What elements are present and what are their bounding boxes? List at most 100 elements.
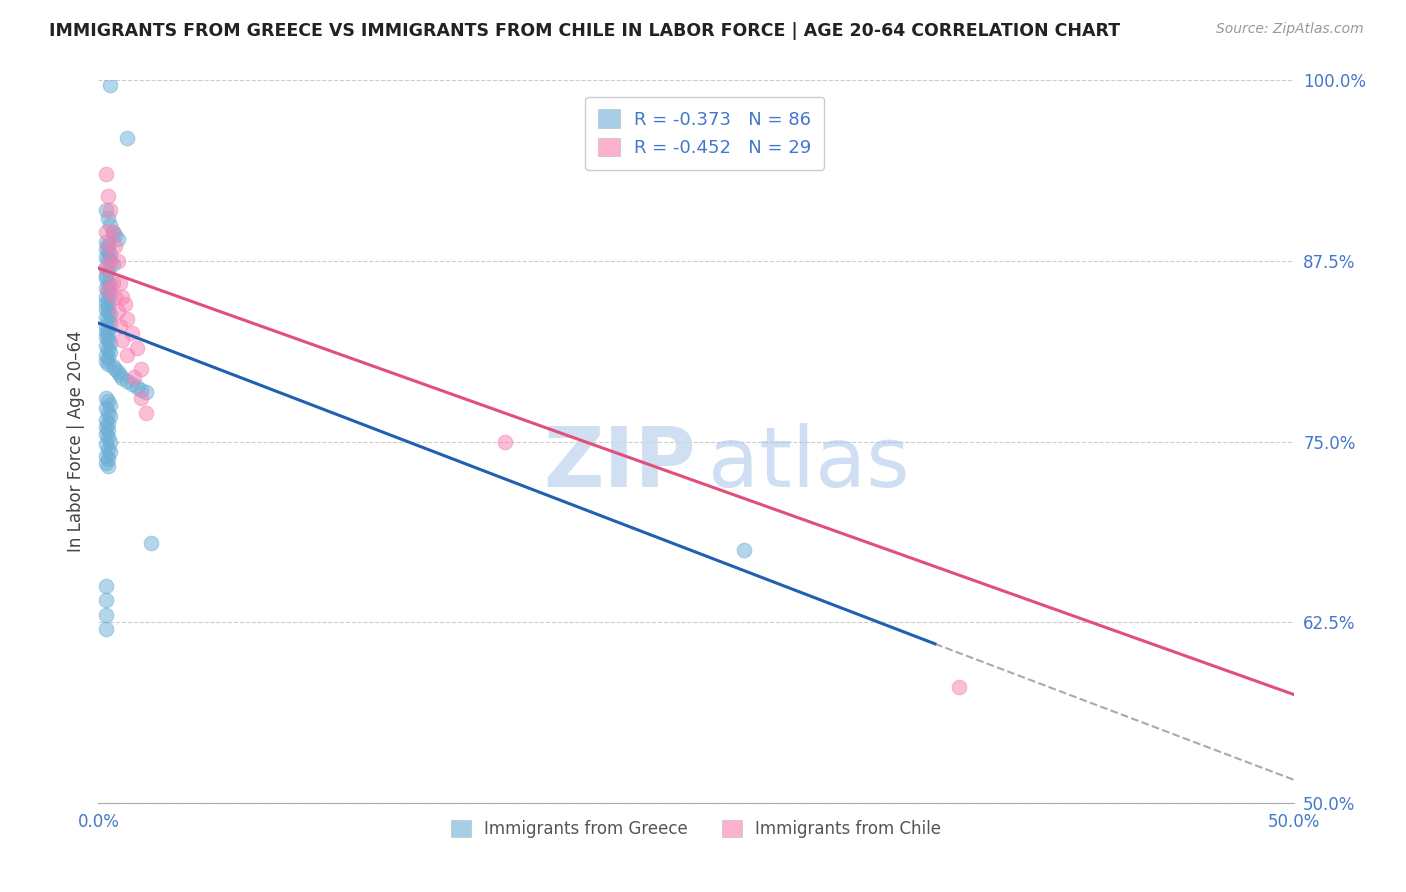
Point: [101, 359, 124, 374]
Point: [115, 374, 138, 388]
Point: [733, 542, 755, 557]
Point: [111, 334, 134, 348]
Point: [94, 623, 117, 637]
Point: [97, 451, 120, 466]
Point: [101, 276, 124, 290]
Point: [104, 239, 127, 253]
Point: [97, 459, 120, 474]
Point: [135, 385, 157, 400]
Point: [97, 285, 120, 299]
Point: [94, 290, 117, 304]
Point: [98, 307, 122, 321]
Point: [97, 327, 120, 342]
Point: [98, 316, 122, 330]
Point: [107, 365, 129, 379]
Point: [94, 420, 117, 434]
Point: [94, 281, 117, 295]
Point: [94, 268, 117, 283]
Point: [121, 376, 143, 391]
Point: [94, 353, 117, 368]
Point: [94, 348, 117, 362]
Point: [131, 383, 153, 397]
Point: [94, 330, 117, 344]
Point: [97, 264, 120, 278]
Point: [94, 203, 117, 218]
Point: [125, 341, 148, 355]
Point: [139, 535, 162, 549]
Point: [98, 434, 122, 449]
Point: [97, 239, 120, 253]
Text: IMMIGRANTS FROM GREECE VS IMMIGRANTS FROM CHILE IN LABOR FORCE | AGE 20-64 CORRE: IMMIGRANTS FROM GREECE VS IMMIGRANTS FRO…: [49, 22, 1121, 40]
Point: [97, 442, 120, 456]
Point: [94, 593, 117, 607]
Point: [494, 434, 516, 449]
Point: [115, 131, 138, 145]
Point: [94, 261, 117, 276]
Point: [97, 423, 120, 437]
Text: Source: ZipAtlas.com: Source: ZipAtlas.com: [1216, 22, 1364, 37]
Point: [131, 391, 153, 405]
Point: [94, 456, 117, 470]
Point: [97, 334, 120, 348]
Point: [94, 271, 117, 285]
Point: [131, 362, 153, 376]
Point: [94, 295, 117, 310]
Point: [107, 254, 129, 268]
Point: [97, 406, 120, 420]
Point: [97, 394, 120, 409]
Point: [94, 391, 117, 405]
Point: [98, 444, 122, 458]
Point: [97, 357, 120, 371]
Point: [104, 290, 127, 304]
Point: [111, 290, 134, 304]
Point: [101, 257, 124, 271]
Point: [97, 342, 120, 356]
Point: [98, 254, 122, 268]
Point: [98, 398, 122, 412]
Point: [97, 244, 120, 258]
Point: [115, 348, 138, 362]
Point: [115, 311, 138, 326]
Point: [98, 278, 122, 293]
Point: [948, 680, 970, 694]
Y-axis label: In Labor Force | Age 20–64: In Labor Force | Age 20–64: [66, 331, 84, 552]
Point: [97, 238, 120, 252]
Point: [97, 189, 120, 203]
Point: [94, 449, 117, 463]
Point: [94, 401, 117, 416]
Point: [98, 409, 122, 423]
Point: [108, 318, 131, 333]
Text: ZIP: ZIP: [544, 423, 696, 504]
Point: [111, 371, 134, 385]
Point: [94, 235, 117, 249]
Point: [124, 369, 146, 384]
Legend: Immigrants from Greece, Immigrants from Chile: Immigrants from Greece, Immigrants from …: [444, 814, 948, 845]
Point: [97, 313, 120, 327]
Point: [97, 211, 120, 225]
Point: [94, 339, 117, 353]
Point: [98, 246, 122, 260]
Point: [94, 437, 117, 451]
Point: [107, 304, 129, 318]
Point: [94, 310, 117, 325]
Point: [97, 283, 120, 297]
Point: [98, 203, 122, 218]
Point: [108, 368, 131, 382]
Point: [98, 254, 122, 268]
Point: [108, 276, 131, 290]
Point: [104, 362, 127, 376]
Point: [125, 379, 148, 393]
Point: [135, 406, 157, 420]
Point: [94, 325, 117, 339]
Point: [94, 318, 117, 333]
Point: [101, 225, 124, 239]
Point: [94, 167, 117, 181]
Point: [94, 607, 117, 622]
Point: [104, 227, 127, 242]
Point: [94, 225, 117, 239]
Point: [94, 243, 117, 257]
Point: [94, 413, 117, 427]
Point: [97, 304, 120, 318]
Point: [94, 250, 117, 264]
Point: [94, 261, 117, 276]
